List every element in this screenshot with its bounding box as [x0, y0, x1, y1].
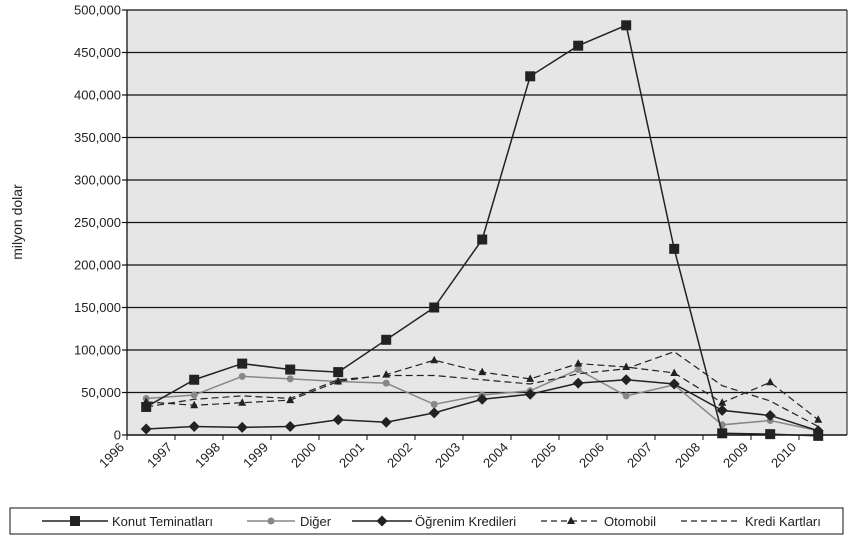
x-axis: 1996 1997 1998 1999 2000 2001 2002 2003 2004 2005…	[96, 435, 800, 471]
x-tick-label: 2007	[624, 440, 655, 471]
diamond-marker	[572, 377, 584, 389]
triangle-marker	[382, 370, 391, 378]
y-axis-label: milyon dolar	[9, 184, 25, 260]
x-tick-label: 2009	[720, 440, 751, 471]
y-tick-label: 400,000	[74, 88, 121, 103]
y-tick-label: 200,000	[74, 258, 121, 273]
circle-marker	[574, 366, 582, 374]
y-tick-label: 0	[114, 428, 121, 443]
legend-label: Konut Teminatları	[112, 514, 213, 529]
y-tick-label: 50,000	[81, 385, 121, 400]
x-tick-label: 2002	[384, 440, 415, 471]
square-marker	[621, 20, 632, 31]
circle-marker	[190, 391, 198, 399]
circle-marker	[430, 400, 438, 408]
x-tick-label: 1996	[96, 440, 127, 471]
y-tick-label: 100,000	[74, 343, 121, 358]
x-tick-label: 2001	[336, 440, 367, 471]
x-tick-label: 1999	[240, 440, 271, 471]
legend-label: Otomobil	[604, 514, 656, 529]
x-tick-label: 2006	[576, 440, 607, 471]
square-marker	[429, 302, 440, 313]
diamond-marker	[140, 423, 152, 435]
x-tick-label: 2008	[672, 440, 703, 471]
square-marker	[669, 243, 680, 254]
diamond-marker	[332, 414, 344, 426]
y-tick-label: 300,000	[74, 173, 121, 188]
series-1	[141, 20, 824, 441]
y-tick-label: 500,000	[74, 3, 121, 18]
x-tick-label: 2003	[432, 440, 463, 471]
gridlines	[127, 9, 847, 436]
square-marker	[333, 367, 344, 378]
triangle-marker	[622, 362, 631, 370]
x-tick-label: 1997	[144, 440, 175, 471]
square-marker	[477, 234, 488, 245]
square-marker	[141, 401, 152, 412]
circle-marker	[382, 379, 390, 387]
legend-label: Öğrenim Kredileri	[415, 514, 516, 529]
circle-marker	[286, 375, 294, 383]
legend-label: Diğer	[300, 514, 332, 529]
triangle-marker	[190, 400, 199, 409]
diamond-marker	[620, 374, 632, 386]
triangle-marker	[670, 368, 679, 376]
triangle-marker	[478, 367, 487, 376]
triangle-marker	[286, 395, 295, 404]
x-tick-label: 2004	[480, 440, 511, 471]
square-marker	[813, 430, 824, 441]
diamond-marker	[764, 409, 776, 421]
square-marker	[573, 40, 584, 51]
triangle-marker	[238, 398, 247, 406]
series-3	[140, 374, 824, 437]
diamond-marker	[188, 421, 200, 432]
square-marker	[285, 364, 296, 375]
square-marker	[381, 334, 392, 345]
triangle-marker	[574, 359, 583, 367]
triangle-marker	[334, 376, 343, 385]
circle-marker	[622, 392, 630, 400]
y-tick-label: 450,000	[74, 45, 121, 60]
x-tick-label: 2000	[288, 440, 319, 471]
triangle-marker	[718, 398, 727, 406]
square-marker	[717, 428, 728, 439]
circle-marker	[238, 372, 246, 380]
diamond-marker	[524, 388, 536, 400]
legend: Konut Teminatları Diğer Öğrenim Kredileri O…	[9, 507, 844, 535]
square-marker	[765, 429, 776, 440]
triangle-marker	[430, 355, 439, 364]
square-marker	[189, 374, 200, 385]
triangle-marker	[766, 377, 775, 386]
square-marker	[70, 516, 80, 526]
y-tick-label: 150,000	[74, 300, 121, 315]
x-tick-label: 1998	[192, 440, 223, 471]
triangle-marker	[526, 374, 535, 382]
diamond-marker	[428, 407, 440, 419]
square-marker	[525, 71, 536, 82]
diamond-marker	[284, 421, 296, 432]
diamond-marker	[376, 515, 388, 527]
circle-marker	[267, 517, 275, 525]
triangle-marker	[567, 516, 575, 524]
x-tick-label: 2010	[768, 440, 799, 471]
diamond-marker	[476, 393, 488, 405]
legend-label: Kredi Kartları	[745, 514, 821, 529]
diamond-marker	[716, 404, 728, 416]
square-marker	[237, 358, 248, 369]
y-tick-label: 250,000	[74, 215, 121, 230]
y-axis: 0 50,000 100,000 150,000 200,000 250,000 300,0…	[74, 3, 848, 443]
triangle-marker	[814, 415, 823, 423]
diamond-marker	[380, 416, 392, 428]
diamond-marker	[668, 378, 680, 390]
diamond-marker	[236, 421, 248, 433]
x-tick-label: 2005	[528, 440, 559, 471]
series-group	[140, 20, 824, 441]
y-tick-label: 350,000	[74, 130, 121, 145]
